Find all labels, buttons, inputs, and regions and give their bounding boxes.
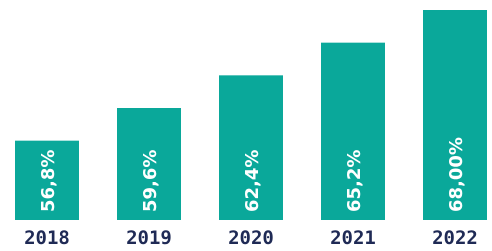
x-tick-label: 2020 xyxy=(228,227,274,249)
x-tick-label: 2022 xyxy=(432,227,478,249)
chart: 56,8% 2018 59,6% 2019 62,4% 2020 65,2% 2021 68,0… xyxy=(0,0,492,251)
value-label: 62,4% xyxy=(242,150,263,212)
value-label: 59,6% xyxy=(140,150,161,212)
x-tick-label: 2019 xyxy=(126,227,172,249)
x-tick-label: 2021 xyxy=(330,227,376,249)
value-label: 65,2% xyxy=(344,150,365,212)
value-label: 68,00% xyxy=(446,137,467,212)
value-label: 56,8% xyxy=(38,150,59,212)
x-tick-label: 2018 xyxy=(24,227,70,249)
